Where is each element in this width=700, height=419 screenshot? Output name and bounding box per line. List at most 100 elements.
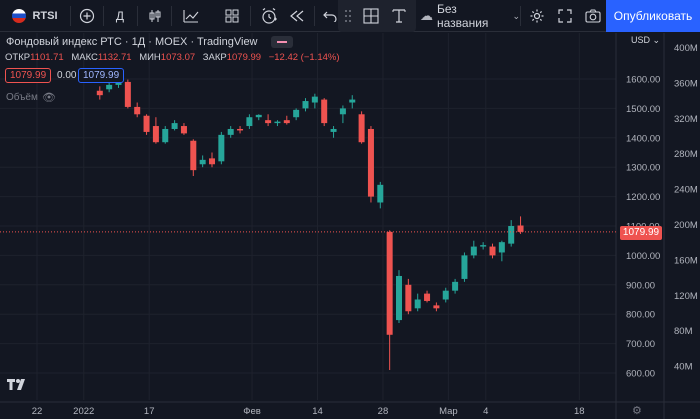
volume-axis-label: 120M	[674, 291, 698, 302]
change-value: −12.42 (−1.14%)	[268, 52, 340, 63]
tradingview-logo-icon[interactable]	[6, 377, 28, 391]
eye-hidden-icon[interactable]: 👁︎	[42, 92, 56, 104]
compare-symbol-button[interactable]	[76, 0, 98, 32]
alert-button[interactable]	[256, 0, 282, 32]
camera-icon	[585, 9, 601, 23]
legend-exchange: MOEX	[154, 36, 188, 48]
candle	[367, 126, 374, 203]
candle-body	[470, 246, 477, 256]
legend-dot: ·	[124, 36, 132, 48]
candle-body	[311, 96, 318, 103]
cloud-icon: ☁	[420, 8, 433, 23]
ask-price-tag[interactable]: 1079.99	[78, 68, 125, 83]
legend-dot: ·	[148, 36, 155, 48]
fullscreen-icon	[558, 9, 572, 23]
candle-body	[218, 134, 225, 162]
russia-flag-icon	[12, 9, 27, 23]
snapshot-button[interactable]	[582, 0, 604, 32]
price-axis-label: 900.00	[626, 280, 655, 291]
candle	[330, 126, 337, 138]
candle	[218, 131, 225, 165]
candle-body	[452, 281, 459, 291]
indicators-button[interactable]	[178, 0, 204, 32]
candle	[190, 139, 197, 177]
toolbar-divider	[314, 6, 315, 26]
candle	[124, 79, 131, 109]
candle	[162, 126, 169, 144]
price-axis-label: 800.00	[626, 310, 655, 321]
close-value: 1079.99	[226, 52, 262, 63]
toolbar-divider	[103, 6, 104, 26]
candle	[377, 181, 384, 209]
volume-axis-label: 400M	[674, 43, 698, 54]
candle	[414, 293, 421, 312]
candle-body	[461, 255, 468, 279]
candle-body	[424, 293, 431, 301]
candle-body	[96, 90, 103, 96]
templates-icon	[225, 9, 239, 23]
candle	[470, 240, 477, 259]
interval-label: Д	[115, 9, 125, 23]
candle	[498, 240, 505, 262]
time-axis-label: 2022	[73, 406, 94, 417]
price-axis-label: 1200.00	[626, 192, 660, 203]
candle-body	[283, 120, 290, 124]
publish-button[interactable]: Опубликовать	[606, 0, 700, 32]
candle-body	[265, 120, 272, 124]
time-axis-label: 4	[483, 406, 488, 417]
floating-drawing-toolbar	[338, 0, 416, 32]
symbol-label: RTSI	[32, 10, 58, 22]
candle	[255, 114, 262, 121]
settings-icon	[530, 9, 544, 23]
chevron-down-icon: ⌄	[512, 10, 520, 21]
interval-button[interactable]: Д	[108, 0, 132, 32]
replay-button[interactable]	[286, 0, 308, 32]
candle	[489, 243, 496, 259]
candle	[237, 126, 244, 134]
candle	[227, 126, 234, 138]
plus-circle-icon	[79, 8, 95, 24]
bid-price-tag[interactable]: 1079.99	[5, 68, 52, 83]
toolbar-divider	[250, 6, 251, 26]
candle	[386, 230, 393, 371]
price-axis-label: 1500.00	[626, 104, 660, 115]
candle-body	[124, 81, 131, 107]
chart-settings-icon[interactable]: ⚙	[632, 405, 642, 417]
legend-menu-button[interactable]	[270, 36, 293, 49]
drag-handle[interactable]	[342, 0, 354, 32]
candle	[283, 115, 290, 125]
candle-body	[180, 126, 187, 134]
drag-grip-icon	[345, 10, 351, 22]
settings-button[interactable]	[526, 0, 548, 32]
undo-button[interactable]	[320, 0, 340, 32]
candle-body	[396, 275, 402, 321]
currency-label: USD	[631, 35, 651, 45]
text-cursor-tool-button[interactable]	[388, 0, 410, 32]
candle-body	[433, 305, 440, 309]
open-value: 1101.71	[30, 52, 64, 63]
candle-body	[517, 225, 524, 232]
price-axis-label: 700.00	[626, 339, 655, 350]
candle-body	[321, 99, 328, 124]
chart-type-button[interactable]	[144, 0, 166, 32]
candle	[508, 220, 515, 247]
currency-selector[interactable]: USD ⌄	[631, 35, 660, 46]
price-axis-label: 1600.00	[626, 75, 660, 86]
fullscreen-button[interactable]	[554, 0, 576, 32]
volume-axis-label: 320M	[674, 114, 698, 125]
volume-axis-label: 200M	[674, 220, 698, 231]
time-axis-label: 18	[574, 406, 585, 417]
candle	[442, 287, 449, 303]
crosshair-tool-button[interactable]	[360, 0, 382, 32]
candle-body	[358, 114, 365, 143]
layout-name-button[interactable]: ☁ Без названия ⌄	[416, 0, 520, 32]
high-label: МАКС	[71, 52, 98, 63]
layout-name-label: Без названия	[437, 2, 489, 30]
chart-legend: Фондовый индекс РТС · 1Д · MOEX · Tradin…	[6, 36, 293, 49]
templates-button[interactable]	[220, 0, 244, 32]
candle	[106, 81, 113, 93]
legend-dot: ·	[190, 36, 197, 48]
volume-axis-label: 80M	[674, 326, 693, 337]
symbol-search-button[interactable]: RTSI	[4, 0, 66, 32]
